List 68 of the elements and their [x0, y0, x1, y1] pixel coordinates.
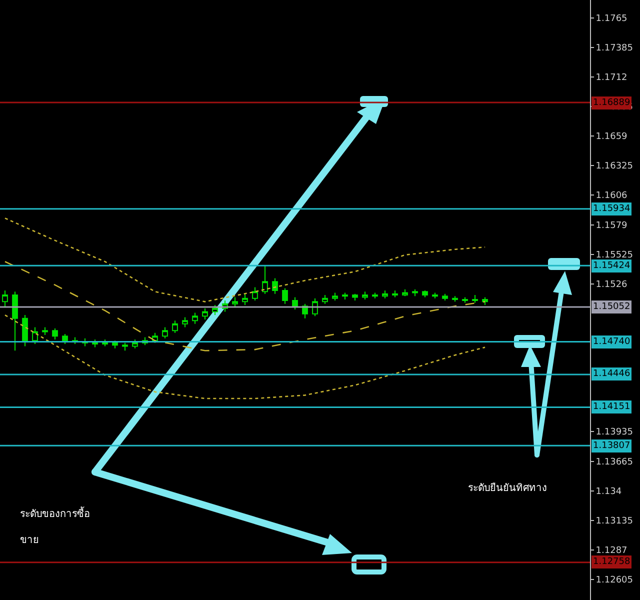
candlestick: [262, 264, 268, 294]
ref-line-label: 1.14740: [593, 337, 630, 347]
candlestick: [332, 292, 338, 302]
y-tick-label: 1.17385: [596, 43, 634, 54]
candlestick: [172, 320, 178, 334]
y-tick-label: 1.12605: [596, 576, 634, 586]
candlestick: [402, 288, 408, 297]
y-tick-label: 1.1712: [596, 72, 628, 83]
y-tick-label: 1.13135: [596, 516, 634, 527]
y-tick-label: 1.1659: [596, 132, 628, 142]
candlestick: [42, 326, 48, 336]
candlestick: [212, 304, 218, 316]
candlestick: [482, 296, 488, 306]
candlestick: [192, 312, 198, 324]
candlestick: [22, 314, 28, 347]
candlestick: [122, 342, 128, 352]
y-tick-label: 1.1526: [596, 280, 628, 290]
ref-line-label: 1.15424: [593, 261, 630, 271]
candlestick: [32, 326, 38, 344]
candlestick: [352, 293, 358, 302]
line-series: [4, 260, 486, 352]
candlestick: [62, 333, 68, 344]
y-tick-label: 1.15525: [596, 250, 634, 261]
y-tick-label: 1.16325: [596, 161, 634, 172]
y-tick-label: 1.13665: [596, 458, 634, 468]
text: ระดับของการซื้อ ขาย: [20, 509, 90, 546]
ref-line-label: 1.15934: [593, 204, 630, 214]
y-tick-label: 1.1579: [596, 221, 628, 232]
candlestick: [442, 293, 448, 302]
y-tick-label: 1.13935: [596, 428, 634, 438]
candlestick: [372, 292, 378, 299]
ref-line-label: 1.13807: [593, 441, 630, 451]
candlestick: [462, 296, 468, 304]
candlestick: [392, 290, 398, 298]
candlestick: [182, 316, 188, 328]
candlestick: [232, 296, 238, 308]
ref-line-label: 1.12758: [593, 557, 630, 567]
candlestick: [202, 308, 208, 320]
candlestick: [12, 291, 18, 352]
ref-line-label: 1.15052: [593, 302, 630, 312]
line-series: [4, 218, 486, 302]
candlestick: [432, 292, 438, 299]
candlestick: [382, 290, 388, 299]
ref-line-label: 1.16889: [593, 98, 630, 108]
candlestick: [252, 286, 258, 302]
annotation: ระดับยืนยันทิศทาง: [468, 482, 547, 494]
line-series: [4, 314, 486, 400]
candlestick: [2, 290, 8, 308]
candlestick: [452, 296, 458, 302]
candlestick: [292, 296, 298, 310]
candlestick: [412, 288, 418, 297]
candlestick: [472, 294, 478, 304]
ref-line-label: 1.14151: [593, 402, 630, 412]
candlestick: [282, 288, 288, 304]
candlestick: [162, 326, 168, 339]
candlestick: [362, 291, 368, 300]
candlestick: [322, 294, 328, 304]
candlestick: [422, 290, 428, 298]
ref-line-label: 1.14446: [593, 369, 630, 379]
candlestick: [242, 293, 248, 306]
y-tick-label: 1.134: [596, 487, 622, 498]
candlestick: [52, 328, 58, 340]
y-tick-label: 1.1606: [596, 190, 628, 201]
candlestick: [132, 339, 138, 349]
candlestick: [272, 278, 278, 294]
y-tick-label: 1.1287: [596, 546, 628, 556]
candlestick: [342, 292, 348, 300]
y-tick-label: 1.1765: [596, 14, 628, 24]
